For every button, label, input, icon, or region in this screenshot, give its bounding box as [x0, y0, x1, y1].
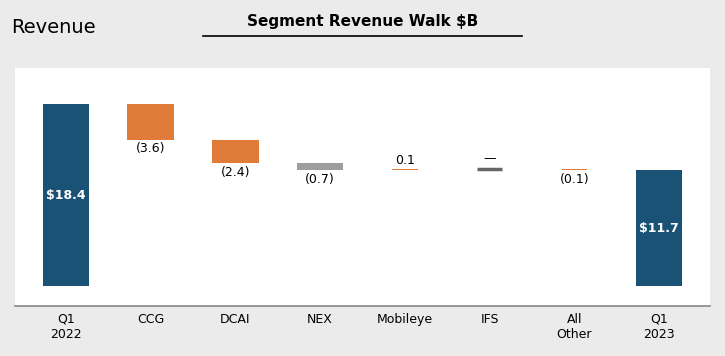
- Text: (0.1): (0.1): [560, 173, 589, 186]
- Text: 0.1: 0.1: [395, 154, 415, 167]
- Bar: [297, 163, 344, 171]
- Bar: [636, 171, 682, 286]
- Text: —: —: [484, 152, 496, 166]
- Bar: [128, 104, 174, 140]
- Text: Segment Revenue Walk $B: Segment Revenue Walk $B: [247, 14, 478, 29]
- Bar: [212, 140, 259, 163]
- Text: $11.7: $11.7: [639, 222, 679, 235]
- Text: Revenue: Revenue: [11, 18, 96, 37]
- Text: (0.7): (0.7): [305, 173, 335, 186]
- Bar: [43, 104, 89, 286]
- Bar: [562, 169, 587, 171]
- Text: (3.6): (3.6): [136, 142, 165, 155]
- Bar: [392, 169, 418, 171]
- Text: (2.4): (2.4): [220, 166, 250, 179]
- Text: $18.4: $18.4: [46, 189, 86, 201]
